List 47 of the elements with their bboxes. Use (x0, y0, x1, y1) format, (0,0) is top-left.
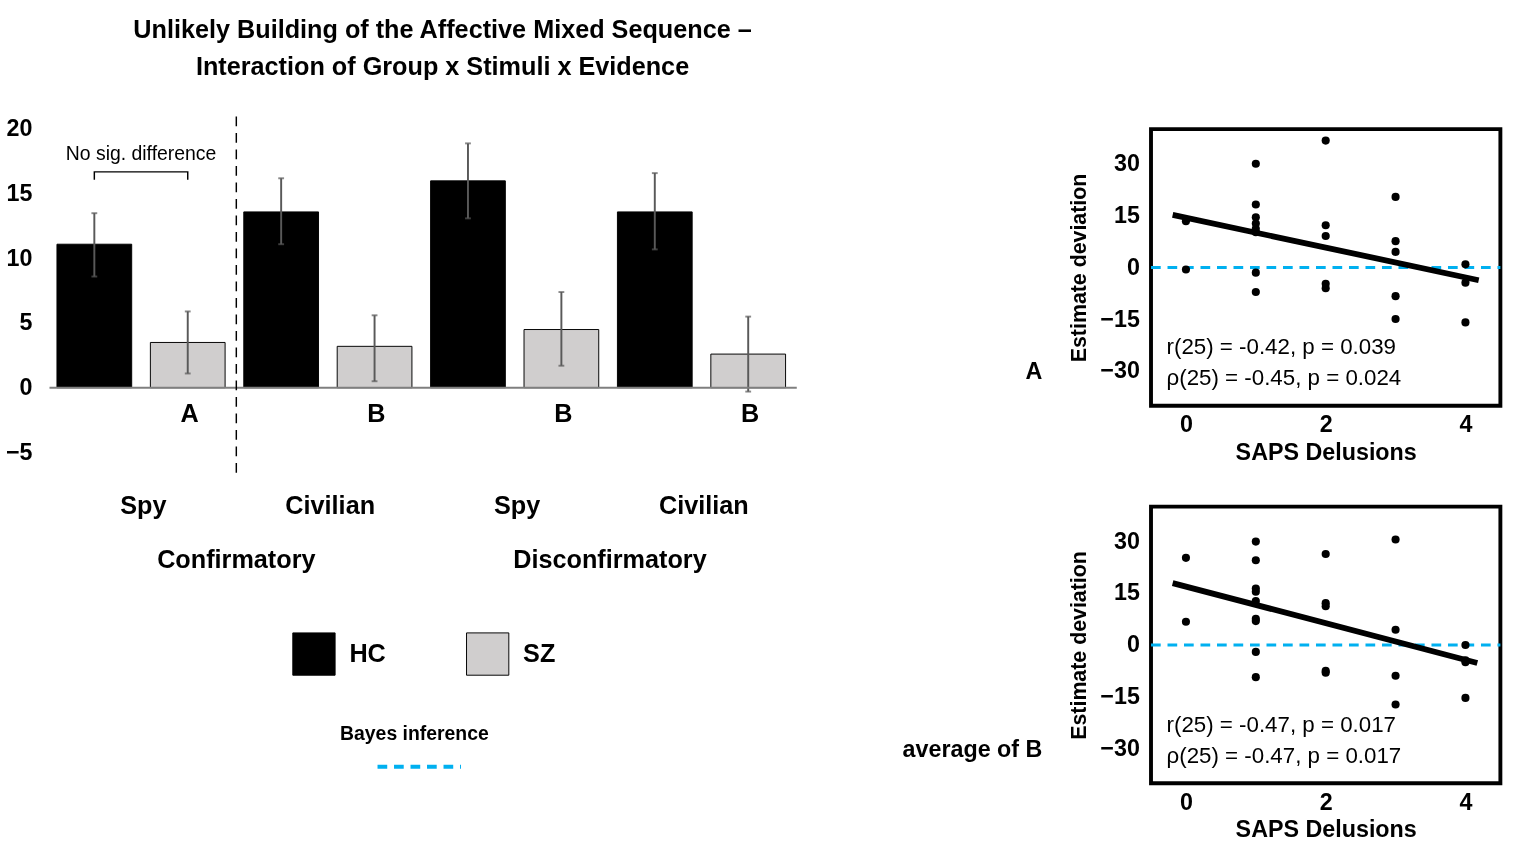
y-tick-label: 20 (6, 115, 33, 142)
y-tick-label: 30 (1113, 527, 1140, 554)
x-tick-label: Civilian (285, 490, 376, 519)
annotation: r(25) = -0.47, p = 0.017 (1166, 711, 1396, 737)
y-tick-label: 0 (1126, 253, 1140, 280)
x-axis-title: SAPS Delusions (1235, 438, 1417, 465)
y-tick-label: −30 (1100, 734, 1140, 761)
text: Bayes inference (340, 721, 489, 744)
annotation: ρ(25) = -0.45, p = 0.024 (1166, 365, 1402, 391)
y-tick-label: 30 (1113, 150, 1140, 177)
y-tick-label: 15 (6, 180, 33, 207)
annotation: B (740, 399, 760, 428)
annotation: No sig. difference (65, 142, 217, 165)
x-tick-label: 2 (1319, 788, 1333, 815)
annotation: B (367, 399, 386, 428)
text: average of B (902, 735, 1043, 762)
x-tick-label: Civilian (659, 490, 749, 519)
y-tick-label: −15 (1100, 305, 1140, 332)
y-tick-label: −5 (5, 438, 33, 465)
y-tick-label: −15 (1100, 683, 1140, 710)
y-tick-label: 15 (1113, 201, 1140, 228)
y-tick-label: 5 (19, 309, 33, 336)
y-tick-label: 0 (19, 373, 33, 400)
text: Disconfirmatory (513, 544, 707, 573)
text: A (1025, 358, 1043, 385)
x-tick-label: 2 (1319, 411, 1333, 438)
annotation: r(25) = -0.42, p = 0.039 (1166, 334, 1396, 360)
annotation: ρ(25) = -0.47, p = 0.017 (1166, 742, 1402, 768)
y-tick-label: 15 (1113, 579, 1140, 606)
x-tick-label: 4 (1459, 788, 1473, 815)
x-tick-label: 0 (1179, 788, 1193, 815)
y-axis-title: Estimate deviation (1066, 173, 1091, 363)
annotation: A (180, 399, 199, 428)
x-tick-label: 4 (1459, 411, 1473, 438)
legend-label: HC (349, 638, 386, 667)
y-tick-label: −30 (1100, 357, 1140, 384)
x-tick-label: 0 (1179, 411, 1193, 438)
y-tick-label: 10 (6, 244, 33, 271)
text: Confirmatory (157, 544, 316, 573)
x-tick-label: Spy (493, 490, 541, 519)
y-tick-label: 0 (1126, 631, 1140, 658)
x-axis-title: SAPS Delusions (1235, 816, 1417, 843)
annotation: B (554, 399, 573, 428)
legend-label: SZ (523, 638, 556, 667)
y-axis-title: Estimate deviation (1066, 551, 1091, 740)
chart-title: Unlikely Building of the Affective Mixed Sequence – Interaction of Group x Stimuli x Evidence (133, 14, 752, 80)
x-tick-label: Spy (120, 490, 167, 519)
